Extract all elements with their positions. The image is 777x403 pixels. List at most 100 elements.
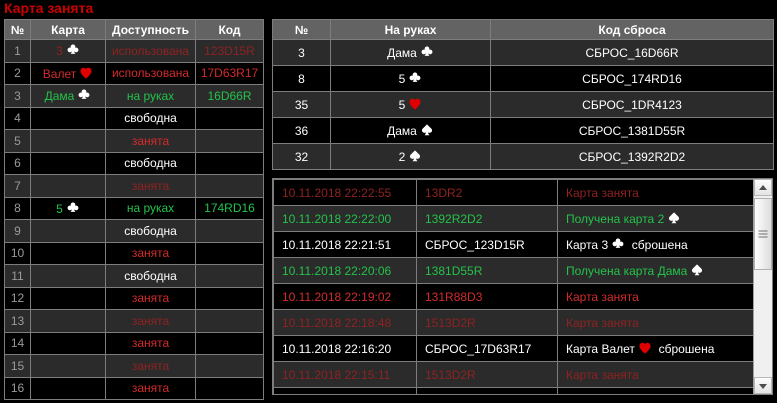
clubs-suit-icon xyxy=(611,237,625,251)
log-cell-time: 10.11.2018 22:22:55 xyxy=(273,179,417,206)
cards-table-row[interactable]: 6 свободна xyxy=(4,151,264,175)
cards-header-card[interactable]: Карта xyxy=(30,19,106,40)
cards-cell-code xyxy=(195,264,264,288)
cards-header-status[interactable]: Доступность xyxy=(105,19,196,40)
log-cell-time: 10.11.2018 22:15:11 xyxy=(273,387,417,394)
log-cell-code: 1513D2R xyxy=(416,309,558,336)
cards-cell-card xyxy=(30,106,106,130)
hand-table-row[interactable]: 36 Дама СБРОС_1381D55R xyxy=(272,117,774,144)
log-cell-code: 1392R2D2 xyxy=(416,205,558,232)
scroll-up-arrow-icon[interactable] xyxy=(754,179,772,196)
log-table-row[interactable]: 10.11.2018 22:22:00 1392R2D2 Получена карт… xyxy=(273,205,755,232)
clubs-suit-icon xyxy=(420,45,434,59)
log-table-row[interactable]: 10.11.2018 22:16:20 СБРОС_17D63R17 Карта В… xyxy=(273,335,755,362)
cards-table-row[interactable]: 14 занята xyxy=(4,331,264,355)
hand-table-row[interactable]: 35 5 СБРОС_1DR4123 xyxy=(272,91,774,118)
cards-cell-code xyxy=(195,174,264,198)
cards-table-row[interactable]: 10 занята xyxy=(4,241,264,265)
cards-cell-num: 3 xyxy=(4,84,31,108)
cards-cell-card xyxy=(30,331,106,355)
hand-cell-num: 35 xyxy=(272,91,331,118)
cards-cell-card xyxy=(30,286,106,310)
cards-cell-card xyxy=(30,219,106,243)
log-cell-code: 1381D55R xyxy=(416,257,558,284)
cards-cell-status: использована xyxy=(105,39,196,63)
hand-header-num[interactable]: № xyxy=(272,19,331,40)
event-log-scrollbar[interactable] xyxy=(753,179,772,394)
cards-cell-card: Валет xyxy=(30,61,106,85)
cards-table-row[interactable]: 1 3 использована 123D15R xyxy=(4,39,264,63)
cards-cell-status: свободна xyxy=(105,264,196,288)
cards-table-row[interactable]: 13 занята xyxy=(4,309,264,333)
log-table-row[interactable]: 10.11.2018 22:22:55 13DR2 Карта занята xyxy=(273,179,755,206)
log-cell-message: Получена карта Дама xyxy=(557,257,755,284)
cards-cell-code xyxy=(195,106,264,130)
cards-cell-code xyxy=(195,151,264,175)
log-cell-message: Карта Валет сброшена xyxy=(557,335,755,362)
hand-cell-num: 36 xyxy=(272,117,331,144)
cards-cell-card: 5 xyxy=(30,196,106,220)
cards-cell-num: 10 xyxy=(4,241,31,265)
spades-suit-icon xyxy=(420,123,434,137)
hand-cell-reset-code: СБРОС_1381D55R xyxy=(490,117,774,144)
hand-table-row[interactable]: 8 5 СБРОС_174RD16 xyxy=(272,65,774,92)
cards-cell-num: 13 xyxy=(4,309,31,333)
cards-cell-num: 4 xyxy=(4,106,31,130)
cards-cell-code: 123D15R xyxy=(195,39,264,63)
cards-cell-num: 8 xyxy=(4,196,31,220)
cards-cell-status: использована xyxy=(105,61,196,85)
cards-header-code[interactable]: Код xyxy=(195,19,264,40)
log-cell-code: 13DR2 xyxy=(416,179,558,206)
cards-table-row[interactable]: 2 Валет использована 17D63R17 xyxy=(4,61,264,85)
cards-table-row[interactable]: 15 занята xyxy=(4,354,264,378)
cards-cell-code: 17D63R17 xyxy=(195,61,264,85)
log-cell-message: Получена карта 2 xyxy=(557,205,755,232)
cards-table-row[interactable]: 12 занята xyxy=(4,286,264,310)
log-table-row[interactable]: 10.11.2018 22:20:06 1381D55R Получена карт… xyxy=(273,257,755,284)
scroll-down-arrow-icon[interactable] xyxy=(754,377,772,394)
hand-cell-reset-code: СБРОС_1DR4123 xyxy=(490,91,774,118)
cards-cell-num: 2 xyxy=(4,61,31,85)
log-cell-time: 10.11.2018 22:19:02 xyxy=(273,283,417,310)
cards-table-row[interactable]: 8 5 на руках 174RD16 xyxy=(4,196,264,220)
log-table-row[interactable]: 10.11.2018 22:15:11 1513D2R Карта занята xyxy=(273,361,755,388)
cards-cell-code xyxy=(195,309,264,333)
log-cell-code: 1513D2R xyxy=(416,361,558,388)
hand-header-card[interactable]: На руках xyxy=(330,19,491,40)
hand-table-row[interactable]: 32 2 СБРОС_1392R2D2 xyxy=(272,143,774,170)
cards-table-row[interactable]: 7 занята xyxy=(4,174,264,198)
log-cell-message: Получена карта 5 xyxy=(557,387,755,394)
cards-cell-num: 11 xyxy=(4,264,31,288)
hand-cell-num: 3 xyxy=(272,39,331,66)
cards-table-row[interactable]: 3 Дама на руках 16D66R xyxy=(4,84,264,108)
log-cell-code: 131R88D3 xyxy=(416,283,558,310)
log-table-row[interactable]: 10.11.2018 22:18:48 1513D2R Карта занята xyxy=(273,309,755,336)
cards-table-row[interactable]: 5 занята xyxy=(4,129,264,153)
scroll-thumb[interactable] xyxy=(754,198,772,270)
hand-table-row[interactable]: 3 Дама СБРОС_16D66R xyxy=(272,39,774,66)
log-table-row[interactable]: 10.11.2018 22:21:51 СБРОС_123D15R Карта 3 … xyxy=(273,231,755,258)
log-table-row[interactable]: 10.11.2018 22:19:02 131R88D3 Карта занята xyxy=(273,283,755,310)
cards-cell-status: занята xyxy=(105,376,196,400)
cards-cell-num: 14 xyxy=(4,331,31,355)
log-cell-message: Карта 3 сброшена xyxy=(557,231,755,258)
cards-table-row[interactable]: 4 свободна xyxy=(4,106,264,130)
cards-table-row[interactable]: 9 свободна xyxy=(4,219,264,243)
cards-cell-code: 174RD16 xyxy=(195,196,264,220)
log-table-row[interactable]: 10.11.2018 22:15:111DR4123Получена карта… xyxy=(273,387,755,394)
clubs-suit-icon xyxy=(77,88,91,102)
cards-cell-status: на руках xyxy=(105,84,196,108)
event-log-panel: 10.11.2018 22:22:55 13DR2 Карта занята 10.1… xyxy=(272,178,773,395)
hand-header-reset-code[interactable]: Код сброса xyxy=(490,19,774,40)
event-log-table: 10.11.2018 22:22:55 13DR2 Карта занята 10.1… xyxy=(273,179,755,394)
cards-table-row[interactable]: 11 свободна xyxy=(4,264,264,288)
cards-cell-num: 15 xyxy=(4,354,31,378)
log-cell-time: 10.11.2018 22:18:48 xyxy=(273,309,417,336)
hand-cell-num: 32 xyxy=(272,143,331,170)
cards-cell-status: занята xyxy=(105,129,196,153)
log-cell-code: СБРОС_17D63R17 xyxy=(416,335,558,362)
page-title: Карта занята xyxy=(4,0,94,16)
cards-table-row[interactable]: 16 занята xyxy=(4,376,264,400)
cards-header-num[interactable]: № xyxy=(4,19,31,40)
